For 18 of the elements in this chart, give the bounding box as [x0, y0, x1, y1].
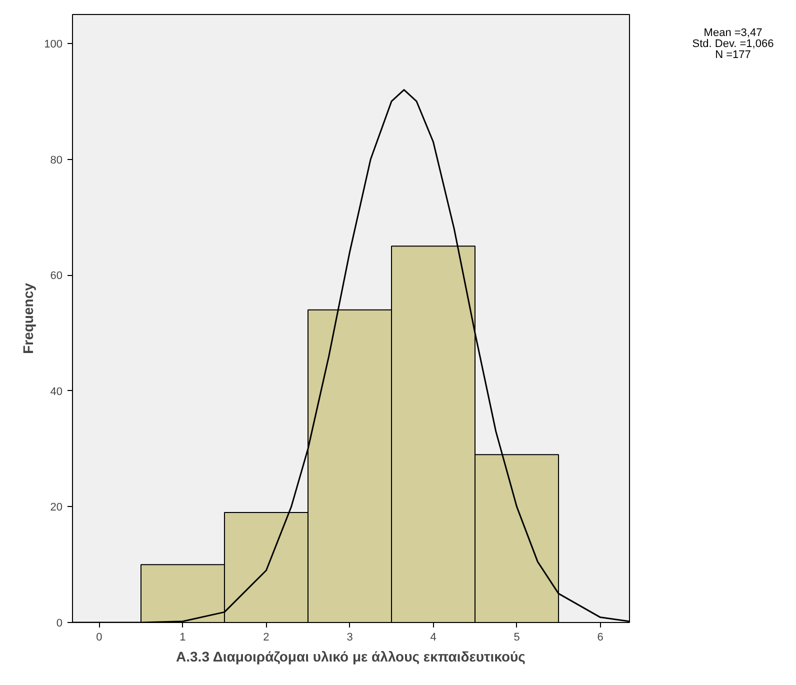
x-tick-label: 0	[96, 632, 102, 644]
y-tick-label: 80	[50, 154, 63, 166]
x-tick-label: 5	[514, 632, 520, 644]
y-tick-label: 100	[44, 38, 63, 50]
text: Std. Dev. =1,066	[692, 38, 774, 50]
text: Mean =3,47	[704, 27, 762, 39]
y-tick-label: 20	[50, 502, 63, 514]
x-tick-label: 6	[597, 632, 604, 644]
x-axis-title: Α.3.3 Διαμοιράζομαι υλικό με άλλους εκπαιδευτικούς	[176, 648, 526, 664]
y-tick-label: 40	[50, 386, 63, 398]
x-tick-label: 4	[430, 632, 436, 644]
text: N =177	[715, 49, 751, 61]
x-tick-label: 3	[346, 632, 353, 644]
y-tick-label: 60	[50, 270, 63, 282]
x-tick-label: 1	[180, 632, 186, 644]
y-axis-title: Frequency	[20, 282, 36, 354]
x-tick-label: 2	[263, 632, 270, 644]
y-tick-label: 0	[56, 618, 63, 630]
